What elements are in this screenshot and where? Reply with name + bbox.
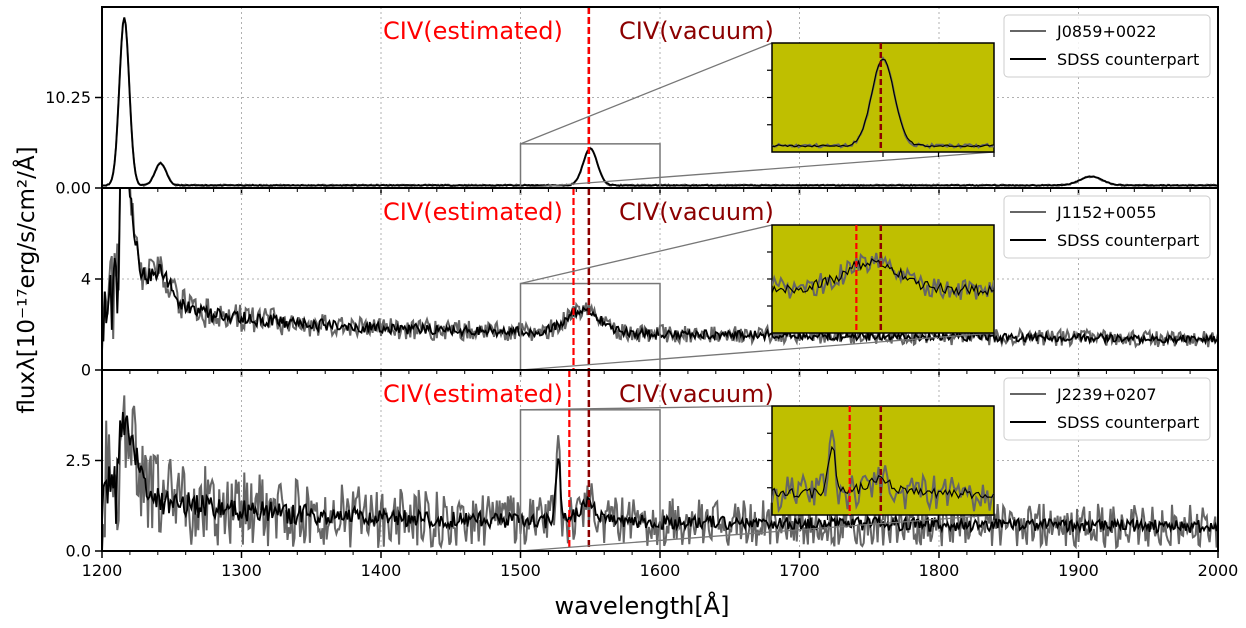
y-tick-label: 4 xyxy=(81,270,91,289)
panel-top: 0.00 10.25 CIV(estimated) CIV(vacuum) J0859+… xyxy=(45,6,1219,198)
civ-vacuum-label: CIV(vacuum) xyxy=(619,198,774,226)
civ-estimated-label: CIV(estimated) xyxy=(383,380,563,408)
inset-line-target xyxy=(772,429,994,514)
inset-spectra xyxy=(772,429,994,514)
y-tick-label: 0 xyxy=(81,361,91,380)
inset-line-sdss xyxy=(772,58,994,148)
legend-label-sdss: SDSS counterpart xyxy=(1057,50,1199,69)
inset-background xyxy=(771,224,995,334)
inset-zoom xyxy=(767,42,995,157)
x-tick-label: 1400 xyxy=(361,561,402,580)
inset-connector xyxy=(520,42,773,145)
inset-connector xyxy=(520,151,995,189)
civ-estimated-label: CIV(estimated) xyxy=(383,198,563,226)
legend-label-target: J0859+0022 xyxy=(1056,22,1157,41)
legend-label-sdss: SDSS counterpart xyxy=(1057,413,1199,432)
zoom-window xyxy=(519,282,661,371)
x-tick-label: 1800 xyxy=(919,561,960,580)
inset-connector xyxy=(520,514,995,552)
y-tick-label: 0.0 xyxy=(66,542,91,561)
civ-vacuum-label: CIV(vacuum) xyxy=(619,17,774,45)
inset-line-sdss xyxy=(772,257,994,297)
legend: J2239+0207 SDSS counterpart xyxy=(1003,377,1211,441)
legend-box xyxy=(1003,195,1211,259)
zoom-window xyxy=(519,409,661,552)
x-tick-label: 1600 xyxy=(640,561,681,580)
zoom-window xyxy=(519,143,661,189)
inset-background xyxy=(771,42,995,153)
x-tick-label: 1500 xyxy=(500,561,541,580)
x-axis-label: wavelength[Å] xyxy=(555,591,730,620)
x-tick-label: 1300 xyxy=(221,561,262,580)
legend-box xyxy=(1003,14,1211,78)
x-tick-labels: 1200 1300 1400 1500 1600 1700 1800 1900 … xyxy=(82,561,1239,580)
x-tick-label: 1700 xyxy=(779,561,820,580)
x-tick-label: 1900 xyxy=(1058,561,1099,580)
legend-label-sdss: SDSS counterpart xyxy=(1057,231,1199,250)
legend: J1152+0055 SDSS counterpart xyxy=(1003,195,1211,259)
inset-zoom xyxy=(767,224,995,338)
legend-box xyxy=(1003,377,1211,441)
y-tick-label: 10.25 xyxy=(45,88,91,107)
legend: J0859+0022 SDSS counterpart xyxy=(1003,14,1211,78)
y-tick-label: 0.00 xyxy=(55,179,91,198)
civ-vacuum-label: CIV(vacuum) xyxy=(619,380,774,408)
inset-spectra xyxy=(772,252,994,300)
panel-middle: 0 4 CIV(estimated) CIV(vacuum) J1152+0055 SDS… xyxy=(81,187,1219,380)
x-tick-label: 1200 xyxy=(82,561,123,580)
inset-line-sdss xyxy=(772,445,994,500)
legend-label-target: J2239+0207 xyxy=(1056,385,1157,404)
inset-connector xyxy=(520,224,773,285)
inset-connector xyxy=(520,332,995,371)
legend-label-target: J1152+0055 xyxy=(1056,203,1157,222)
civ-estimated-label: CIV(estimated) xyxy=(383,17,563,45)
inset-background xyxy=(771,405,995,516)
y-axis-label: fluxλ[10⁻¹⁷erg/s/cm²/Å] xyxy=(12,146,40,413)
inset-zoom xyxy=(767,405,995,520)
x-tick-label: 2000 xyxy=(1198,561,1239,580)
y-tick-label: 2.5 xyxy=(66,451,91,470)
inset-spectra xyxy=(772,56,994,150)
inset-connector xyxy=(520,405,773,411)
panel-bottom: 0.0 2.5 CIV(estimated) CIV(vacuum) J2239+020… xyxy=(66,369,1219,561)
